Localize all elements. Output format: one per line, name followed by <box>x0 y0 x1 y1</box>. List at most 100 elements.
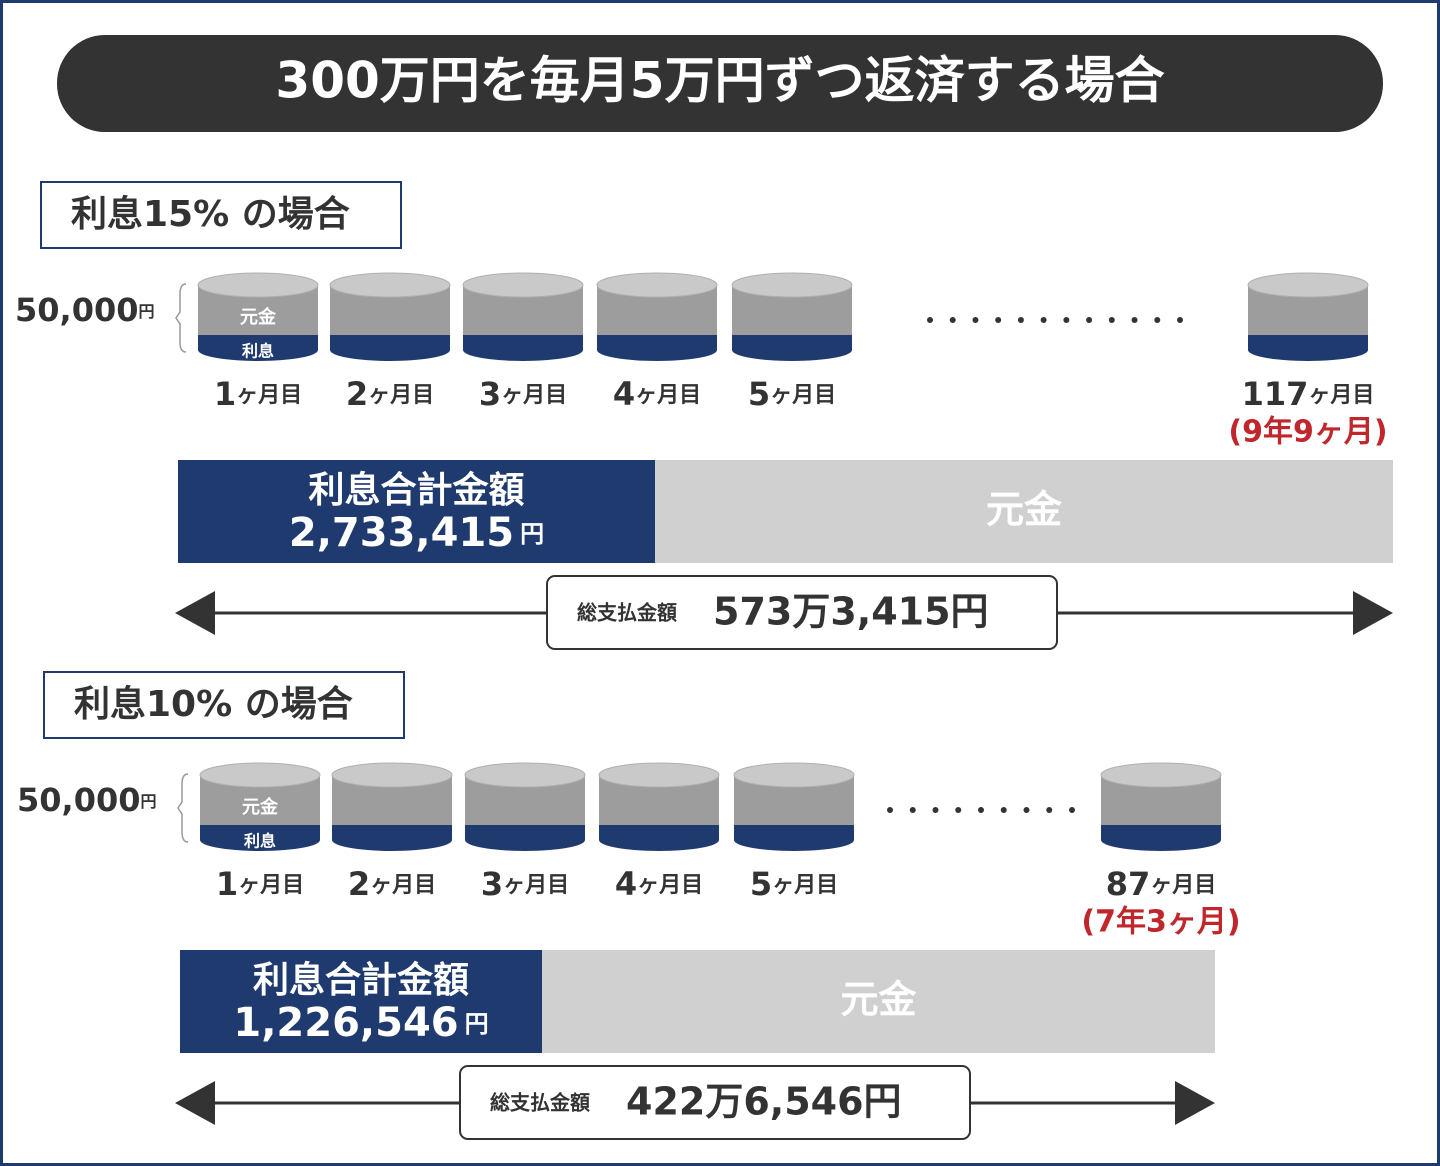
ellipsis-dot <box>932 807 939 813</box>
ellipsis-dot <box>978 807 984 813</box>
payment-value: 50,000 <box>15 291 138 329</box>
ellipsis-dot <box>955 807 962 813</box>
principal-label: 元金 <box>840 978 917 1022</box>
coin-top <box>596 272 718 298</box>
principal-bar <box>542 950 1215 1053</box>
ellipsis-dot <box>1040 317 1047 323</box>
coin-top <box>1247 272 1369 298</box>
ellipsis-dot <box>1086 317 1093 323</box>
coin-label-principal: 元金 <box>242 796 279 818</box>
coin-top <box>733 762 855 788</box>
month-number: 5 <box>748 375 770 413</box>
duration: (7年3ヶ月) <box>1081 905 1240 940</box>
coin-interest <box>1101 824 1221 840</box>
principal-label: 元金 <box>986 488 1063 532</box>
ellipsis-dot <box>1023 807 1030 813</box>
coin-top <box>199 762 321 788</box>
interest-total-unit: 円 <box>465 1010 489 1038</box>
month-label: 2ヶ月目 <box>346 375 434 413</box>
brace <box>175 283 187 353</box>
month-number: 1 <box>216 865 238 903</box>
month-label: 87ヶ月目 <box>1106 865 1217 903</box>
payment-unit: 円 <box>140 792 156 811</box>
interest-total-label: 利息合計金額 <box>253 959 469 1001</box>
coin-label-interest: 利息 <box>244 832 276 851</box>
interest-bar <box>178 460 655 563</box>
month-unit: ヶ月目 <box>501 383 567 408</box>
title-pill <box>57 35 1383 132</box>
coin-interest <box>599 824 719 840</box>
ellipsis-dot <box>887 807 893 813</box>
month-label: 2ヶ月目 <box>348 865 436 903</box>
month-number: 4 <box>615 865 637 903</box>
month-unit: ヶ月目 <box>770 383 836 408</box>
title: 300万円を毎月5万円ずつ返済する場合 <box>275 52 1164 110</box>
coin-label-principal: 元金 <box>240 306 277 328</box>
ellipsis-dot <box>1063 317 1070 323</box>
ellipsis-dot <box>1046 807 1053 813</box>
coin-interest <box>732 334 852 350</box>
ellipsis-dot <box>1131 317 1138 323</box>
ellipsis-dot <box>995 317 1002 323</box>
interest-total-amount: 2,733,415 円 <box>289 510 544 556</box>
coin-top <box>331 762 453 788</box>
ellipsis-dot <box>972 317 979 323</box>
month-number: 2 <box>348 865 370 903</box>
coin-top <box>598 762 720 788</box>
month-number: 117 <box>1242 375 1309 413</box>
total-label: 総支払金額 <box>490 1091 590 1115</box>
coin-label-interest: 利息 <box>242 342 274 361</box>
month-unit: ヶ月目 <box>370 873 436 898</box>
month-unit: ヶ月目 <box>238 873 304 898</box>
coin-interest <box>330 334 450 350</box>
coin-top <box>329 272 451 298</box>
ellipsis-dot <box>927 317 933 323</box>
interest-total-label: 利息合計金額 <box>308 469 524 511</box>
month-label: 3ヶ月目 <box>479 375 567 413</box>
month-unit: ヶ月目 <box>637 873 703 898</box>
coin-interest <box>198 334 318 350</box>
ellipsis-dot <box>1154 317 1161 323</box>
arrow-head-right <box>1353 591 1393 635</box>
month-unit: ヶ月目 <box>368 383 434 408</box>
heading-box <box>43 671 405 739</box>
coin-top <box>1100 762 1222 788</box>
ellipsis-dot <box>949 317 956 323</box>
month-label: 5ヶ月目 <box>748 375 836 413</box>
month-label: 117ヶ月目 <box>1242 375 1375 413</box>
interest-bar <box>180 950 542 1053</box>
total-label: 総支払金額 <box>577 601 677 625</box>
coin-interest <box>465 824 585 840</box>
coin-interest <box>734 824 854 840</box>
payment-unit: 円 <box>138 302 154 321</box>
month-number: 87 <box>1106 865 1151 903</box>
coin-top <box>731 272 853 298</box>
total-box <box>459 1065 971 1140</box>
month-label: 1ヶ月目 <box>216 865 304 903</box>
month-number: 5 <box>750 865 772 903</box>
month-unit: ヶ月目 <box>772 873 838 898</box>
heading: 利息15% の場合 <box>71 194 350 235</box>
principal-bar <box>655 460 1393 563</box>
ellipsis-dot <box>1177 317 1183 323</box>
ellipsis-dot <box>1108 317 1115 323</box>
month-number: 1 <box>214 375 236 413</box>
month-unit: ヶ月目 <box>1308 383 1374 408</box>
ellipsis-dot <box>909 807 916 813</box>
heading-box <box>40 181 402 249</box>
coin-interest <box>463 334 583 350</box>
interest-total-value: 2,733,415 <box>289 510 514 556</box>
coin-interest <box>332 824 452 840</box>
arrow-head-right <box>1175 1081 1215 1125</box>
coin-interest <box>597 334 717 350</box>
brace <box>177 773 189 843</box>
coin-top <box>462 272 584 298</box>
arrow-head-left <box>175 591 215 635</box>
duration: (9年9ヶ月) <box>1228 415 1387 450</box>
payment-amount: 50,000円 <box>17 781 157 819</box>
ellipsis-dot <box>1000 807 1007 813</box>
payment-value: 50,000 <box>17 781 140 819</box>
ellipsis-dot <box>1069 807 1075 813</box>
total-box <box>546 575 1058 650</box>
month-label: 1ヶ月目 <box>214 375 302 413</box>
